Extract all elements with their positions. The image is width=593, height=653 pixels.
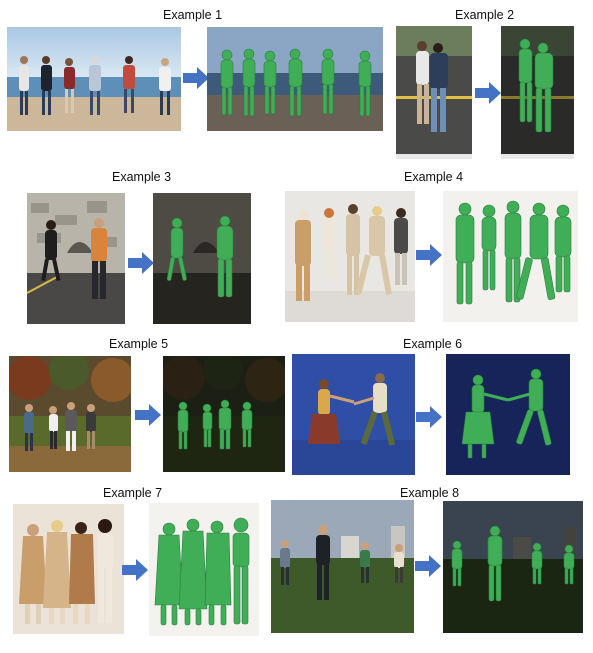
right-arrow-icon [135, 404, 161, 426]
example-5-mesh-result [163, 356, 285, 472]
example-1-mesh-result [207, 27, 383, 131]
right-arrow-icon [122, 559, 148, 581]
right-arrow-icon [128, 252, 154, 274]
example-4-input-photo [285, 191, 415, 322]
example-8-mesh-result [443, 501, 583, 633]
example-6-label: Example 6 [403, 337, 463, 351]
right-arrow-icon [183, 67, 209, 89]
example-4-label: Example 4 [404, 170, 464, 184]
right-arrow-icon [416, 244, 442, 266]
example-1-label: Example 1 [163, 8, 223, 22]
example-1-input-photo [7, 27, 181, 131]
example-2-label: Example 2 [455, 8, 515, 22]
example-2-mesh-result [501, 26, 574, 159]
example-6-input-photo [292, 354, 415, 475]
example-7-mesh-result [149, 503, 259, 636]
example-4-mesh-result [443, 191, 578, 322]
example-3-input-photo [27, 193, 125, 324]
right-arrow-icon [416, 406, 442, 428]
example-8-input-photo [271, 500, 414, 633]
right-arrow-icon [475, 82, 501, 104]
example-5-input-photo [9, 356, 131, 472]
example-5-label: Example 5 [109, 337, 169, 351]
example-7-input-photo [13, 504, 124, 634]
example-3-label: Example 3 [112, 170, 172, 184]
example-2-input-photo [396, 26, 472, 159]
example-6-mesh-result [446, 354, 570, 475]
example-7-label: Example 7 [103, 486, 163, 500]
example-3-mesh-result [153, 193, 251, 324]
right-arrow-icon [415, 555, 441, 577]
example-8-label: Example 8 [400, 486, 460, 500]
